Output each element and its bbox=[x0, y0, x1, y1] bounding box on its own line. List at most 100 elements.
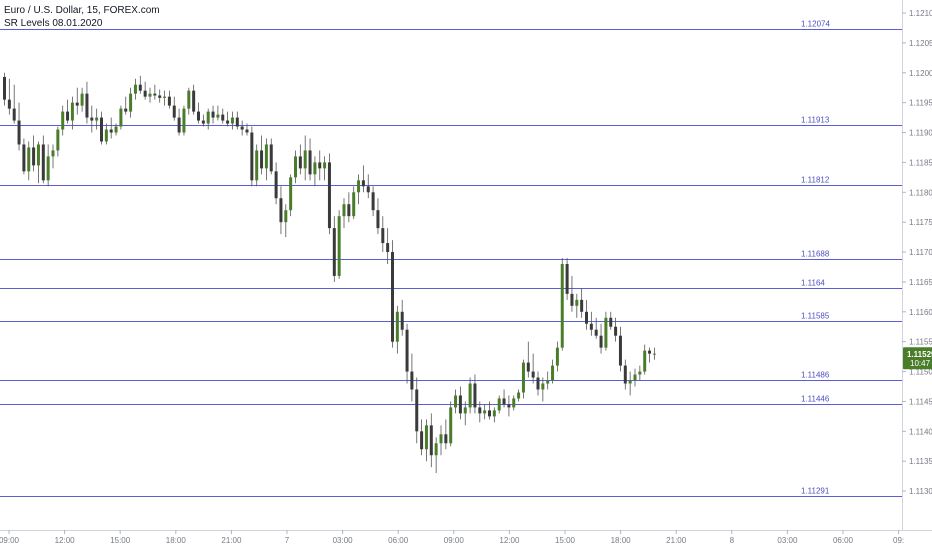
candle-body bbox=[628, 380, 632, 384]
candle-down bbox=[308, 138, 312, 181]
candles bbox=[3, 72, 656, 474]
last-price-tag: 1.1152910:47 bbox=[903, 347, 932, 370]
candle-down bbox=[41, 135, 45, 184]
candle-body bbox=[458, 395, 462, 414]
candle-body bbox=[211, 111, 215, 118]
candle-down bbox=[269, 138, 273, 175]
x-tick-label: 06:00 bbox=[833, 536, 854, 545]
candle-body bbox=[70, 102, 74, 121]
sr-level-label: 1.11812 bbox=[801, 176, 830, 185]
candle-up bbox=[56, 126, 60, 157]
x-tick-label: 15:00 bbox=[555, 536, 576, 545]
candle-up bbox=[395, 305, 399, 354]
candle-up bbox=[638, 365, 642, 381]
candle-up bbox=[182, 105, 186, 136]
candle-down bbox=[429, 413, 433, 468]
candle-up bbox=[51, 144, 55, 169]
candle-down bbox=[250, 126, 254, 187]
candle-body bbox=[201, 120, 205, 124]
sr-level-label: 1.1164 bbox=[801, 279, 825, 288]
candle-body bbox=[332, 228, 336, 276]
candle-body bbox=[541, 383, 545, 390]
candle-down bbox=[361, 165, 365, 193]
candle-down bbox=[507, 395, 511, 417]
candle-body bbox=[187, 90, 191, 109]
candle-body bbox=[492, 410, 496, 417]
candle-body bbox=[357, 180, 361, 193]
candle-up bbox=[492, 407, 496, 423]
sr-level-label: 1.11291 bbox=[801, 487, 830, 496]
y-tick-label: 1.11850 bbox=[909, 158, 932, 167]
candle-body bbox=[449, 407, 453, 444]
sr-level-label: 1.11913 bbox=[801, 116, 830, 125]
candle-up bbox=[512, 395, 516, 411]
candle-down bbox=[458, 386, 462, 420]
candle-body bbox=[570, 293, 574, 306]
candle-down bbox=[100, 111, 103, 145]
y-tick-label: 1.12000 bbox=[909, 69, 932, 78]
candle-body bbox=[376, 210, 380, 229]
candle-up bbox=[80, 87, 84, 112]
candle-down bbox=[75, 87, 79, 115]
candle-down bbox=[347, 192, 351, 223]
candle-body bbox=[32, 147, 36, 166]
last-price-tag-bg bbox=[903, 347, 932, 370]
candle-down bbox=[22, 138, 26, 175]
candle-body bbox=[546, 380, 550, 384]
candle-up bbox=[230, 111, 234, 130]
candle-body bbox=[526, 362, 530, 372]
candle-body bbox=[352, 192, 356, 217]
candle-down bbox=[386, 228, 390, 264]
chart-header: Euro / U.S. Dollar, 15, FOREX.com SR Lev… bbox=[4, 4, 160, 30]
candle-body bbox=[551, 365, 555, 381]
candle-up bbox=[119, 105, 123, 130]
candle-body bbox=[90, 117, 94, 121]
candle-up bbox=[449, 401, 453, 447]
x-tick-label: 12:00 bbox=[499, 536, 520, 545]
candle-down bbox=[90, 105, 94, 133]
candle-up bbox=[517, 389, 521, 402]
candle-up bbox=[342, 198, 346, 229]
candle-body bbox=[27, 147, 31, 172]
candle-up bbox=[95, 108, 99, 130]
x-tick-label: 03:00 bbox=[777, 536, 798, 545]
candle-body bbox=[46, 156, 50, 181]
candle-up bbox=[129, 87, 133, 118]
candle-body bbox=[429, 425, 433, 456]
candle-body bbox=[250, 132, 254, 181]
candle-down bbox=[172, 96, 176, 121]
candle-body bbox=[555, 347, 559, 366]
candle-up bbox=[468, 377, 472, 414]
candle-up bbox=[303, 135, 307, 181]
candle-down bbox=[580, 287, 584, 318]
candle-up bbox=[643, 344, 647, 375]
bar-countdown: 10:47 bbox=[910, 359, 931, 368]
candle-body bbox=[216, 114, 220, 118]
candle-down bbox=[410, 353, 414, 402]
y-tick-label: 1.12050 bbox=[909, 39, 932, 48]
time-axis[interactable]: 09:00 12:00 15:00 18:00 21:00 7 03:00 06:00 09:0… bbox=[0, 530, 904, 545]
x-tick-label: 03:00 bbox=[333, 536, 354, 545]
price-axis[interactable]: 1.12100 1.12050 1.12000 1.11950 1.11900 1.118… bbox=[902, 9, 932, 496]
candle-body bbox=[172, 105, 176, 118]
x-tick-label: 09: bbox=[893, 536, 904, 545]
candle-down bbox=[589, 311, 593, 336]
candle-up bbox=[439, 425, 443, 456]
candle-body bbox=[405, 329, 409, 372]
y-tick-label: 1.11700 bbox=[909, 248, 932, 257]
x-tick-label: 18:00 bbox=[166, 536, 187, 545]
candle-down bbox=[158, 89, 162, 103]
candle-down bbox=[240, 120, 244, 136]
candle-body bbox=[226, 120, 230, 124]
candle-down bbox=[478, 401, 482, 423]
candle-down bbox=[201, 114, 205, 127]
candle-up bbox=[114, 123, 118, 136]
candle-body bbox=[575, 299, 579, 306]
candle-down bbox=[318, 150, 322, 181]
candle-body bbox=[623, 365, 627, 384]
candle-body bbox=[114, 126, 118, 133]
candle-body bbox=[536, 377, 540, 390]
candle-body bbox=[95, 117, 99, 121]
candle-body bbox=[599, 335, 603, 348]
